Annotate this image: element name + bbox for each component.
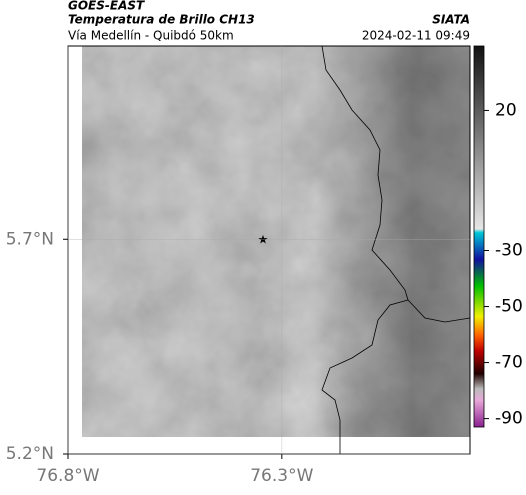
y-tick-label: 5.7°N: [6, 229, 54, 249]
colorbar: [473, 45, 485, 428]
colorbar-tick-label: 20: [495, 100, 517, 120]
title: GOES-EAST: [68, 0, 145, 13]
colorbar-tick-label: -50: [495, 297, 523, 317]
subtitle: Temperatura de Brillo CH13: [68, 13, 255, 27]
source: SIATA: [432, 13, 470, 27]
colorbar-tick-label: -90: [495, 409, 523, 429]
border: [321, 46, 409, 454]
colorbar-tick-label: -30: [495, 241, 523, 261]
shade: [82, 46, 470, 437]
x-tick-label: 76.8°W: [36, 466, 99, 486]
y-tick-label: 5.2°N: [6, 444, 54, 464]
colorbar-tick-label: -70: [495, 353, 523, 373]
datetime: 2024-02-11 09:49: [362, 29, 470, 43]
imagery: [82, 46, 470, 454]
border: [407, 299, 470, 323]
route: Vía Medellín - Quibdó 50km: [68, 29, 234, 43]
x-tick-label: 76.3°W: [250, 466, 313, 486]
